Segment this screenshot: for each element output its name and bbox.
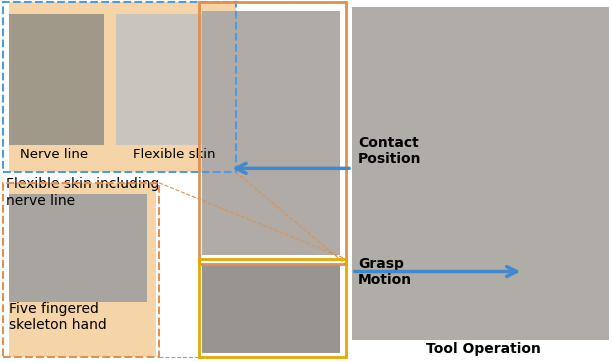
Text: Flexible skin including
nerve line: Flexible skin including nerve line bbox=[6, 177, 160, 207]
Bar bbox=[199, 2, 346, 264]
Bar bbox=[202, 264, 340, 353]
Bar bbox=[9, 14, 104, 145]
Text: Tool Operation: Tool Operation bbox=[426, 342, 541, 356]
Text: Contact
Position: Contact Position bbox=[358, 136, 422, 166]
Text: Five fingered
skeleton hand: Five fingered skeleton hand bbox=[9, 302, 107, 332]
Bar bbox=[9, 194, 147, 302]
Text: Nerve line: Nerve line bbox=[20, 148, 88, 161]
Bar bbox=[199, 259, 346, 357]
Bar bbox=[9, 2, 236, 172]
Text: Grasp
Motion: Grasp Motion bbox=[358, 257, 412, 287]
Bar bbox=[116, 14, 230, 145]
Bar bbox=[3, 2, 236, 172]
Text: Flexible skin: Flexible skin bbox=[133, 148, 215, 161]
Bar bbox=[3, 183, 159, 357]
Bar bbox=[352, 7, 609, 340]
Bar bbox=[202, 11, 340, 255]
Bar bbox=[9, 183, 156, 357]
